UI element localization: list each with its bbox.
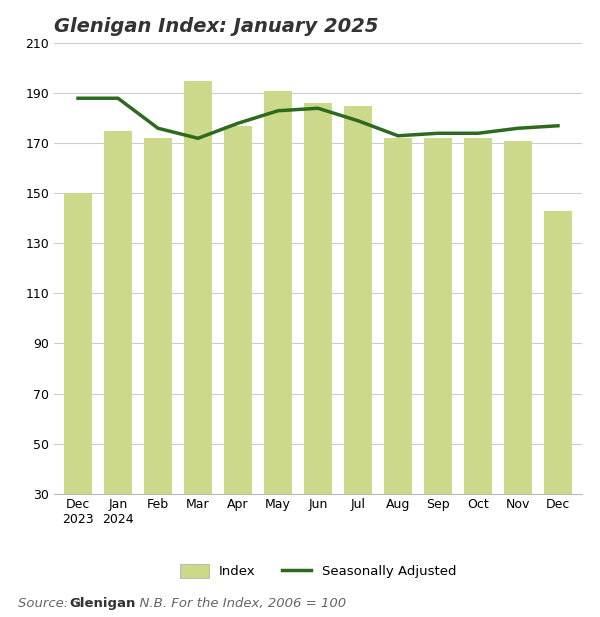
Bar (143, 138, 172, 494)
Bar (464, 138, 493, 494)
Text: Glenigan: Glenigan (69, 597, 136, 610)
Bar (344, 106, 373, 494)
Bar (104, 131, 133, 494)
Text: N.B. For the Index, 2006 = 100: N.B. For the Index, 2006 = 100 (131, 597, 346, 610)
Text: Source: ☆: Source: ☆ (18, 597, 89, 610)
Legend: Index, Seasonally Adjusted: Index, Seasonally Adjusted (175, 559, 461, 584)
Text: Glenigan Index: January 2025: Glenigan Index: January 2025 (54, 17, 379, 36)
Bar (383, 138, 412, 494)
Bar (184, 81, 212, 494)
Bar (224, 126, 253, 494)
Bar (304, 103, 332, 494)
Bar (64, 193, 92, 494)
Bar (263, 91, 292, 494)
Bar (424, 138, 452, 494)
Bar (544, 211, 572, 494)
Bar (503, 141, 532, 494)
